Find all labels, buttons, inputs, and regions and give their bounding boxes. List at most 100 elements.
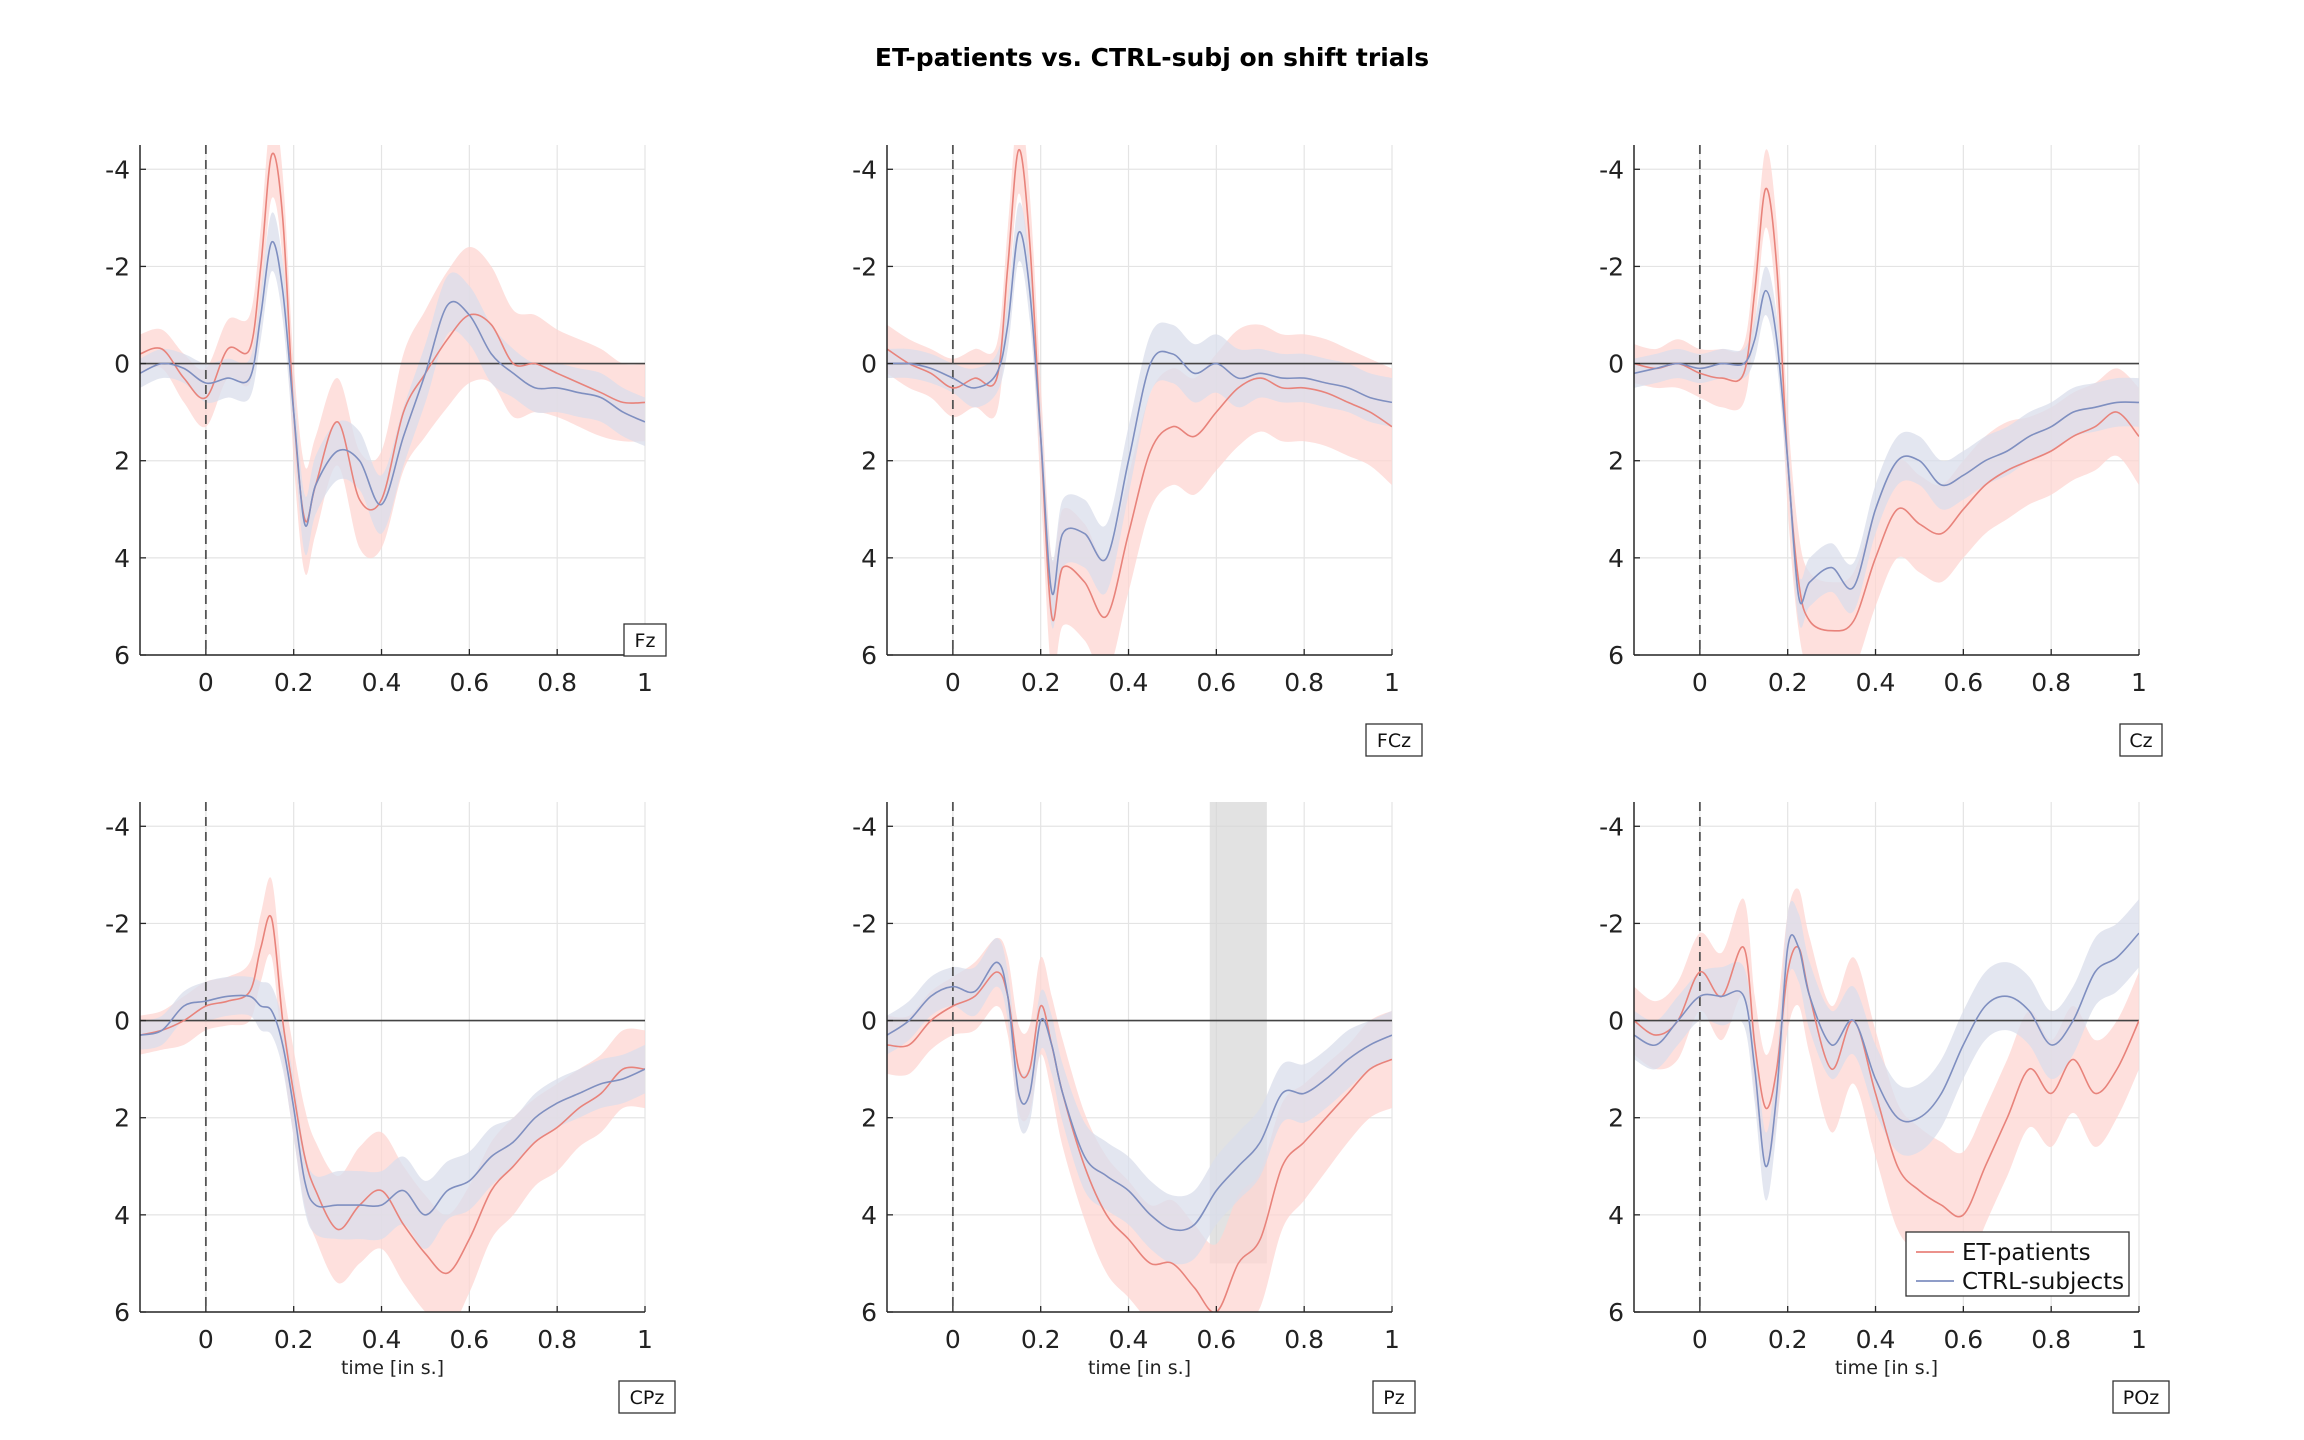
x-tick-label: 0.4 xyxy=(1109,668,1149,697)
y-tick-label: 4 xyxy=(114,1201,130,1230)
x-tick-label: 0.4 xyxy=(362,668,402,697)
ctrl-mean-line xyxy=(887,961,1392,1232)
x-tick-label: 0.2 xyxy=(1768,668,1808,697)
ctrl-mean-line xyxy=(887,231,1392,596)
ctrl-mean-line xyxy=(140,241,645,527)
et-mean-line xyxy=(1634,187,2139,632)
y-tick-label: 6 xyxy=(861,1298,877,1327)
x-tick-label: 0.4 xyxy=(1856,668,1896,697)
x-tick-label: 0 xyxy=(198,1325,214,1354)
ctrl-mean-line xyxy=(140,994,645,1216)
y-tick-label: 4 xyxy=(861,544,877,573)
y-tick-label: -4 xyxy=(852,812,877,841)
y-tick-label: -2 xyxy=(105,909,130,938)
y-tick-label: 2 xyxy=(861,447,877,476)
y-tick-label: -2 xyxy=(852,252,877,281)
y-tick-label: -4 xyxy=(1599,812,1624,841)
ctrl-confidence-band xyxy=(887,937,1392,1265)
legend-entry: ET-patients xyxy=(1962,1240,2091,1266)
et-confidence-band xyxy=(140,877,645,1312)
ctrl-mean-line xyxy=(1634,289,2139,605)
x-tick-label: 0 xyxy=(198,668,214,697)
ctrl-confidence-band xyxy=(140,976,645,1249)
y-tick-label: 0 xyxy=(1608,1007,1624,1036)
y-tick-label: -4 xyxy=(1599,155,1624,184)
panel-cz: 0 0.2 0.4 0.6 0.8 1 -4 -2 0 2 4 6 Cz xyxy=(1599,145,2163,757)
y-tick-label: 0 xyxy=(861,1007,877,1036)
y-tick-label: 4 xyxy=(114,544,130,573)
x-tick-label: 0.8 xyxy=(1284,1325,1324,1354)
y-tick-label: 0 xyxy=(114,1007,130,1036)
y-tick-label: -2 xyxy=(852,909,877,938)
panel-fz: 0 0.2 0.4 0.6 0.8 1 -4 -2 0 2 4 6 Fz xyxy=(105,145,667,697)
x-tick-label: 0.8 xyxy=(537,668,577,697)
ctrl-mean-line xyxy=(1634,932,2139,1168)
y-tick-label: 2 xyxy=(114,1104,130,1133)
x-axis-label: time [in s.] xyxy=(1835,1357,1938,1379)
y-tick-label: 6 xyxy=(861,641,877,670)
channel-label-box xyxy=(2119,723,2163,757)
et-mean-line xyxy=(140,152,645,523)
channel-label-box xyxy=(623,623,667,657)
x-tick-label: 1 xyxy=(1384,1325,1400,1354)
y-tick-label: -4 xyxy=(852,155,877,184)
x-tick-label: 0.4 xyxy=(1109,1325,1149,1354)
channel-label: Fz xyxy=(635,630,656,652)
et-confidence-band xyxy=(1634,149,2139,655)
panel-cpz: 0 0.2 0.4 0.6 0.8 1 -4 -2 0 2 4 6 time [in s.] CPz xyxy=(105,802,676,1414)
y-tick-label: 6 xyxy=(114,641,130,670)
panel-pz: 0 0.2 0.4 0.6 0.8 1 -4 -2 0 2 4 6 time [in s.] Pz xyxy=(852,802,1416,1414)
x-tick-label: 1 xyxy=(637,1325,653,1354)
y-tick-label: 4 xyxy=(861,1201,877,1230)
y-tick-label: 6 xyxy=(114,1298,130,1327)
x-tick-label: 0.2 xyxy=(1021,668,1061,697)
x-tick-label: 1 xyxy=(2131,1325,2147,1354)
channel-label: Pz xyxy=(1383,1387,1404,1409)
legend-box xyxy=(1905,1231,2130,1297)
x-tick-label: 0.6 xyxy=(449,1325,489,1354)
y-tick-label: -4 xyxy=(105,812,130,841)
x-tick-label: 0.6 xyxy=(449,668,489,697)
ctrl-confidence-band xyxy=(887,202,1392,629)
y-tick-label: 4 xyxy=(1608,1201,1624,1230)
y-tick-label: -4 xyxy=(105,155,130,184)
ctrl-confidence-band xyxy=(1634,266,2139,628)
y-tick-label: 0 xyxy=(114,350,130,379)
x-tick-label: 0 xyxy=(945,1325,961,1354)
x-tick-label: 1 xyxy=(637,668,653,697)
et-mean-line xyxy=(887,971,1392,1312)
x-tick-label: 0.2 xyxy=(274,668,314,697)
x-tick-label: 0.6 xyxy=(1943,1325,1983,1354)
channel-label-box xyxy=(1365,723,1423,757)
y-tick-label: -2 xyxy=(1599,252,1624,281)
y-tick-label: 0 xyxy=(861,350,877,379)
channel-label: FCz xyxy=(1377,730,1411,752)
ctrl-confidence-band xyxy=(140,212,645,556)
y-tick-label: 6 xyxy=(1608,641,1624,670)
x-tick-label: 0.4 xyxy=(1856,1325,1896,1354)
y-tick-label: 0 xyxy=(1608,350,1624,379)
x-tick-label: 0.6 xyxy=(1943,668,1983,697)
panel-poz: 0 0.2 0.4 0.6 0.8 1 -4 -2 0 2 4 6 time [in s.] POz ET-… xyxy=(1599,802,2170,1414)
et-mean-line xyxy=(140,915,645,1275)
channel-label-box xyxy=(2112,1380,2170,1414)
y-tick-label: 6 xyxy=(1608,1298,1624,1327)
y-tick-label: 2 xyxy=(1608,1104,1624,1133)
x-tick-label: 0.4 xyxy=(362,1325,402,1354)
channel-label-box xyxy=(618,1380,676,1414)
y-tick-label: 2 xyxy=(114,447,130,476)
x-tick-label: 0 xyxy=(1692,668,1708,697)
x-tick-label: 0 xyxy=(945,668,961,697)
x-tick-label: 0.6 xyxy=(1196,668,1236,697)
x-tick-label: 1 xyxy=(2131,668,2147,697)
channel-label: POz xyxy=(2123,1387,2159,1409)
channel-label-box xyxy=(1372,1380,1416,1414)
x-tick-label: 0.8 xyxy=(2031,668,2071,697)
x-tick-label: 0.2 xyxy=(274,1325,314,1354)
x-axis-label: time [in s.] xyxy=(341,1357,444,1379)
y-tick-label: 2 xyxy=(861,1104,877,1133)
y-tick-label: -2 xyxy=(105,252,130,281)
y-tick-label: 2 xyxy=(1608,447,1624,476)
figure-title: ET-patients vs. CTRL-subj on shift trial… xyxy=(875,43,1429,72)
